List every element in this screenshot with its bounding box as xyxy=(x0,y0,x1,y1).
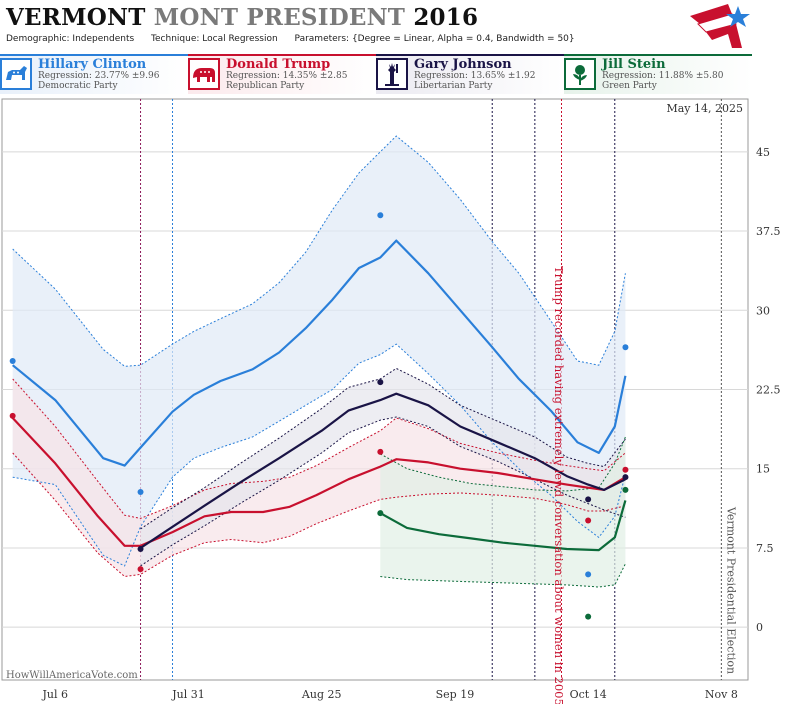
data-point xyxy=(137,566,144,573)
page-title: VERMONT MONT PRESIDENT 2016 xyxy=(6,4,478,31)
candidate-regression: Regression: 13.65% ±1.92 xyxy=(414,71,536,81)
y-tick-label: 45 xyxy=(756,146,770,159)
lower-bound-line xyxy=(380,563,626,588)
plot-area xyxy=(1,98,749,681)
rose-icon xyxy=(564,58,596,90)
legend-trump: Donald Trump Regression: 14.35% ±2.85 Re… xyxy=(188,54,376,94)
series-line xyxy=(379,500,627,552)
candidate-party: Democratic Party xyxy=(38,81,118,91)
y-tick-label: 37.5 xyxy=(756,225,781,238)
data-point xyxy=(622,474,629,481)
site-logo-icon xyxy=(690,4,750,48)
candidate-regression: Regression: 23.77% ±9.96 xyxy=(38,71,160,81)
data-point xyxy=(585,517,592,524)
legend-stein: Jill Stein Regression: 11.88% ±5.80 Gree… xyxy=(564,54,752,94)
data-point xyxy=(137,546,144,553)
elephant-icon xyxy=(188,58,220,90)
lower-bound-line xyxy=(140,416,626,567)
title-state: VERMONT xyxy=(6,4,146,31)
candidate-name: Hillary Clinton xyxy=(38,57,147,72)
lower-bound-line xyxy=(12,452,626,578)
x-tick-label: Aug 25 xyxy=(301,688,342,701)
candidate-name: Donald Trump xyxy=(226,57,331,72)
upper-bound-line xyxy=(12,135,626,367)
data-point xyxy=(585,613,592,620)
legend-clinton: Hillary Clinton Regression: 23.77% ±9.96… xyxy=(0,54,188,94)
x-tick-label: Oct 14 xyxy=(570,688,607,701)
x-tick-label: Jul 6 xyxy=(42,688,69,701)
data-point xyxy=(9,412,16,419)
data-point xyxy=(622,344,629,351)
data-point xyxy=(622,466,629,473)
y-tick-label: 0 xyxy=(756,621,763,634)
technique-label: Technique: Local Regression xyxy=(151,34,278,44)
data-point xyxy=(377,448,384,455)
parameters-label: Parameters: {Degree = Linear, Alpha = 0.… xyxy=(294,34,575,44)
data-point xyxy=(622,486,629,493)
y-tick-label: 22.5 xyxy=(756,384,781,397)
footer-source: HowWillAmericaVote.com xyxy=(6,670,138,681)
candidate-name: Jill Stein xyxy=(602,57,666,72)
data-point xyxy=(585,571,592,578)
parameters-line: Demographic: Independents Technique: Loc… xyxy=(6,34,589,44)
candidate-party: Libertarian Party xyxy=(414,81,493,91)
candidate-regression: Regression: 11.88% ±5.80 xyxy=(602,71,724,81)
candidate-regression: Regression: 14.35% ±2.85 xyxy=(226,71,348,81)
data-point xyxy=(377,379,384,386)
x-tick-label: Jul 31 xyxy=(171,688,205,701)
upper-bound-line xyxy=(380,436,626,492)
y-tick-label: 30 xyxy=(756,304,770,317)
y-tick-label: 7.5 xyxy=(756,542,774,555)
upper-bound-line xyxy=(140,367,626,530)
demographic-label: Demographic: Independents xyxy=(6,34,135,44)
x-tick-label: Sep 19 xyxy=(436,688,475,701)
date-label: May 14, 2025 xyxy=(666,102,743,115)
confidence-band xyxy=(12,136,626,566)
donkey-icon xyxy=(0,58,32,90)
y-tick-label: 15 xyxy=(756,463,770,476)
title-year: 2016 xyxy=(413,4,479,31)
data-point xyxy=(377,212,384,219)
header: VERMONT MONT PRESIDENT 2016 Demographic:… xyxy=(0,0,789,52)
legend-johnson: Gary Johnson Regression: 13.65% ±1.92 Li… xyxy=(376,54,564,94)
title-subtitle: MONT PRESIDENT xyxy=(153,4,406,31)
upper-bound-line xyxy=(12,378,626,519)
series-line xyxy=(11,417,626,547)
series-line xyxy=(12,239,627,467)
confidence-band xyxy=(140,368,626,566)
data-point xyxy=(137,488,144,495)
candidate-party: Republican Party xyxy=(226,81,305,91)
x-tick-label: Nov 8 xyxy=(705,688,738,701)
candidate-name: Gary Johnson xyxy=(414,57,512,72)
data-point xyxy=(377,510,384,517)
lower-bound-line xyxy=(12,343,626,567)
data-point xyxy=(9,357,16,364)
liberty-icon xyxy=(376,58,408,90)
series-line xyxy=(139,392,626,549)
confidence-band xyxy=(12,378,626,577)
confidence-band xyxy=(380,437,626,587)
candidate-party: Green Party xyxy=(602,81,657,91)
data-point xyxy=(585,496,592,503)
election-annotation: Vermont Presidential Election xyxy=(724,506,737,674)
event-annotation: Trump recorded having extremely lewd con… xyxy=(552,266,566,704)
